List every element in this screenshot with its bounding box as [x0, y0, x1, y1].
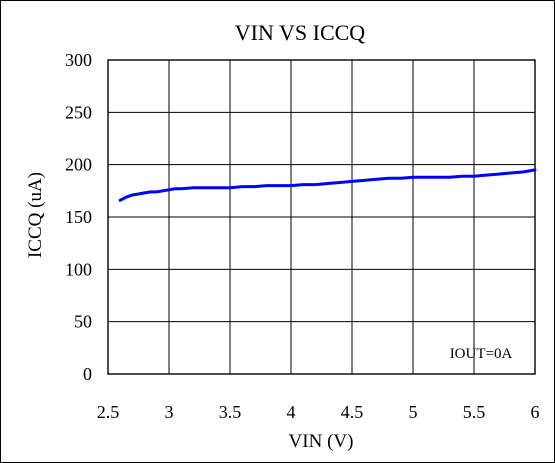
y-tick-label-1: 50	[74, 312, 92, 332]
x-tick-label-3: 4	[287, 402, 296, 422]
x-tick-label-6: 5.5	[463, 402, 486, 422]
x-tick-label-4: 4.5	[341, 402, 364, 422]
chart-title: VIN VS ICCQ	[235, 20, 366, 45]
iout-annotation: IOUT=0A	[450, 346, 513, 362]
y-tick-label-6: 300	[65, 50, 92, 70]
grid-lines	[108, 60, 535, 374]
y-tick-label-2: 100	[65, 259, 92, 279]
y-tick-label-0: 0	[83, 364, 92, 384]
series-layer	[118, 168, 537, 202]
x-tick-label-2: 3.5	[219, 402, 242, 422]
y-tick-labels: 0 50 100 150 200 250 300	[65, 50, 92, 384]
y-tick-label-4: 200	[65, 155, 92, 175]
y-tick-label-3: 150	[65, 207, 92, 227]
x-tick-label-0: 2.5	[97, 402, 120, 422]
x-axis-title: VIN (V)	[289, 431, 354, 452]
series-line-0	[118, 168, 537, 202]
x-tick-label-5: 5	[409, 402, 418, 422]
y-tick-label-5: 250	[65, 102, 92, 122]
x-tick-label-7: 6	[531, 402, 540, 422]
y-axis-title: ICCQ (uA)	[25, 172, 46, 258]
x-tick-label-1: 3	[165, 402, 174, 422]
x-tick-labels: 2.5 3 3.5 4 4.5 5 5.5 6	[97, 402, 540, 422]
